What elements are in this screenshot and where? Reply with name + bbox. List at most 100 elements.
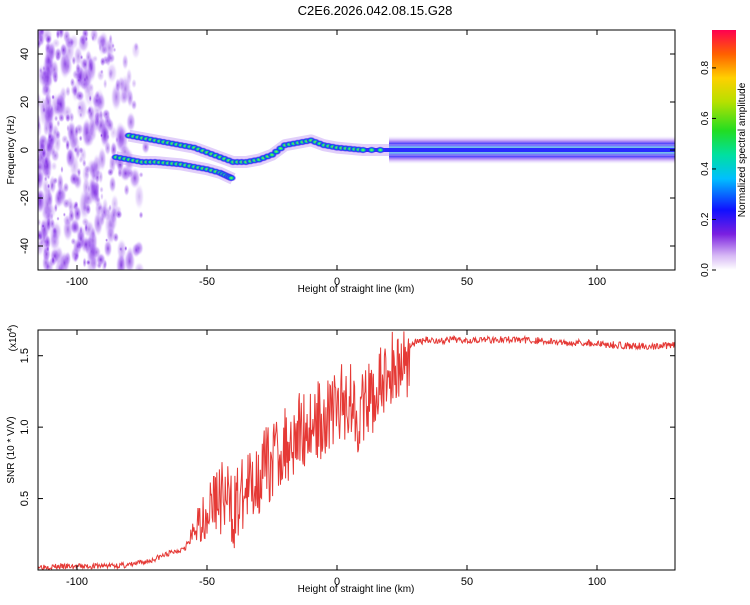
spectrogram-y-tick-label: 20 (19, 96, 31, 108)
colorbar-label: Normalized spectral amplitude (737, 82, 748, 217)
noise-blob (66, 124, 70, 133)
noise-blob (65, 85, 71, 98)
noise-blob (79, 112, 83, 118)
noise-blob (54, 47, 63, 61)
noise-blob (47, 41, 57, 63)
noise-blob (38, 96, 49, 117)
figure-title: C2E6.2026.042.08.15.G28 (298, 3, 453, 18)
spectrogram-y-tick-label: 40 (19, 48, 31, 60)
spectrogram-y-tick-label: 0 (19, 147, 31, 153)
noise-blob (100, 132, 104, 138)
spectrogram-y-label: Frequency (Hz) (6, 116, 17, 185)
spectrogram-x-label: Height of straight line (km) (298, 284, 415, 295)
noise-blob (126, 111, 136, 133)
colorbar: 0.0 0.2 0.4 0.6 0.8 Normalized spectral ampl… (700, 30, 748, 277)
noise-blob (38, 38, 42, 50)
snr-panel: -100 -50 0 50 100 0.5 1.0 1.5 Height of straig… (6, 325, 676, 595)
noise-blob (82, 163, 90, 185)
noise-blob (56, 172, 64, 193)
noise-blob (106, 225, 116, 245)
noise-blob (38, 238, 45, 257)
noise-blob (119, 90, 129, 106)
noise-blob (73, 253, 78, 263)
noise-blob (45, 203, 57, 220)
snr-x-tick-label: -100 (66, 576, 88, 588)
noise-blob (38, 218, 42, 227)
noise-blob (55, 129, 61, 140)
noise-blob (99, 211, 106, 228)
noise-blob (85, 203, 92, 216)
noise-blob (69, 221, 81, 235)
noise-blob (45, 245, 50, 253)
noise-blob (77, 33, 90, 53)
noise-blob (131, 78, 137, 89)
noise-blob (87, 105, 92, 116)
noise-blob (46, 190, 54, 208)
colorbar-tick-label: 0.4 (700, 162, 711, 176)
noise-blob (134, 261, 145, 270)
snr-frame (37, 329, 676, 571)
noise-blob (131, 242, 141, 258)
noise-blob (50, 161, 58, 172)
noise-blob (42, 62, 54, 93)
snr-series-line (38, 331, 675, 570)
noise-blob (99, 56, 106, 67)
noise-blob (79, 54, 84, 60)
noise-blob (69, 171, 79, 186)
noise-blob (56, 119, 61, 128)
upper-trace-point (366, 146, 377, 154)
spectrogram-y-axis: -40 -20 0 20 40 (19, 48, 675, 254)
noise-blob (38, 168, 45, 192)
noise-blob (98, 109, 104, 121)
noise-blob (134, 182, 145, 211)
noise-blob (42, 153, 52, 176)
noise-blob (99, 186, 104, 194)
spectrogram-x-axis: -100 -50 0 50 100 (66, 30, 606, 288)
noise-blob (89, 30, 99, 43)
noise-blob (79, 226, 83, 235)
noise-blob (50, 220, 63, 243)
noise-blob (73, 205, 82, 223)
snr-x-axis: -100 -50 0 50 100 (66, 330, 606, 588)
noise-blob (70, 237, 77, 246)
noise-blob (69, 37, 75, 47)
noise-blob (117, 75, 126, 92)
noise-blob (103, 78, 108, 90)
noise-blob (38, 228, 44, 242)
spectrogram-panel: -100 -50 0 50 100 -40 -20 0 20 40 Height of stra… (6, 29, 676, 295)
noise-blob (62, 214, 73, 227)
colorbar-tick-label: 0.0 (700, 263, 711, 277)
colorbar-tick-label: 0.8 (700, 61, 711, 75)
snr-x-tick-label: 100 (588, 576, 606, 588)
colorbar-gradient (712, 30, 736, 270)
noise-blob (62, 198, 71, 209)
noise-blob (109, 205, 118, 225)
spectrogram-image (38, 30, 675, 270)
noise-blob (63, 56, 73, 76)
noise-blob (47, 132, 52, 141)
noise-blob (103, 37, 116, 59)
snr-y-multiplier: (x104) (7, 325, 19, 352)
noise-blob (52, 103, 62, 116)
noise-blob (86, 238, 93, 253)
noise-blob (71, 55, 77, 66)
noise-blob (62, 181, 70, 194)
spectrogram-y-tick-label: -20 (19, 190, 31, 206)
noise-blob (65, 138, 71, 152)
spectrogram-x-tick-label: 50 (461, 276, 473, 288)
noise-blob (97, 204, 103, 212)
noise-blob (70, 79, 81, 103)
noise-blob (75, 62, 81, 75)
noise-blob (47, 119, 54, 135)
noise-blob (53, 115, 59, 122)
noise-blob (88, 116, 96, 137)
noise-blob (100, 192, 104, 201)
noise-blob (51, 94, 55, 100)
noise-blob (88, 94, 92, 103)
noise-blob (138, 211, 144, 219)
noise-blob (46, 174, 51, 180)
noise-blob (44, 259, 54, 270)
noise-blob (69, 131, 81, 156)
noise-blob (55, 30, 61, 40)
